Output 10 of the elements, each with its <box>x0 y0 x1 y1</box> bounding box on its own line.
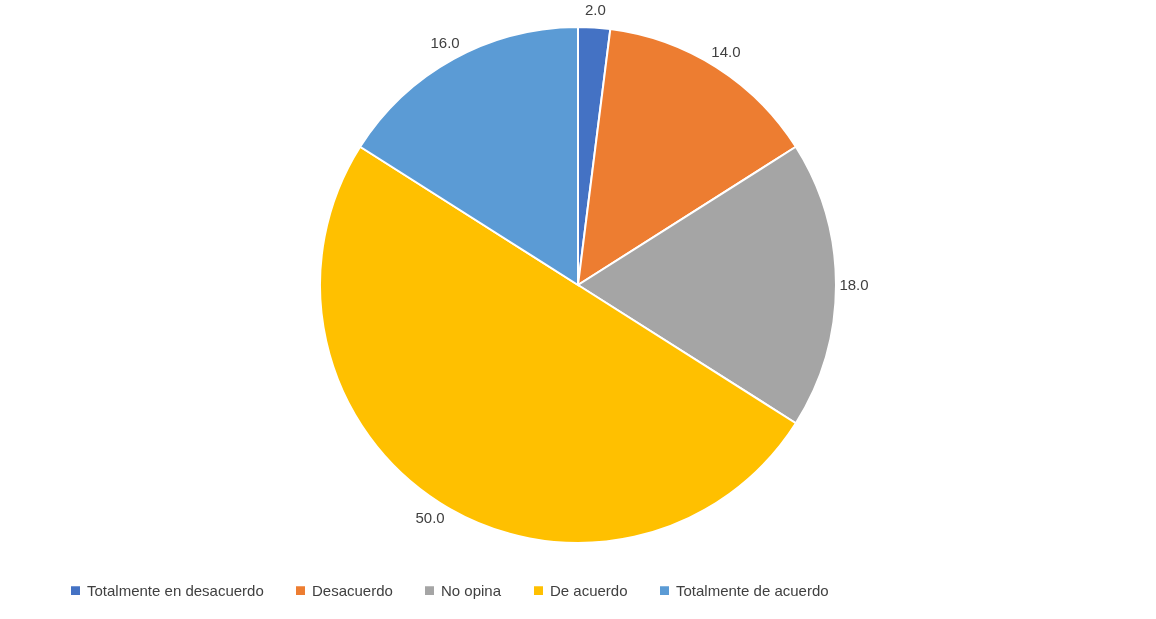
legend-label: Desacuerdo <box>312 581 393 599</box>
data-label: 18.0 <box>839 276 869 293</box>
legend-label: Totalmente en desacuerdo <box>87 581 264 599</box>
data-label: 16.0 <box>430 34 460 52</box>
data-label: 2.0 <box>584 0 606 18</box>
legend-label: De acuerdo <box>550 581 628 599</box>
legend-label: Totalmente de acuerdo <box>676 581 829 599</box>
legend-label: No opina <box>441 581 502 599</box>
data-label: 14.0 <box>711 42 741 60</box>
data-label: 50.0 <box>415 509 445 527</box>
